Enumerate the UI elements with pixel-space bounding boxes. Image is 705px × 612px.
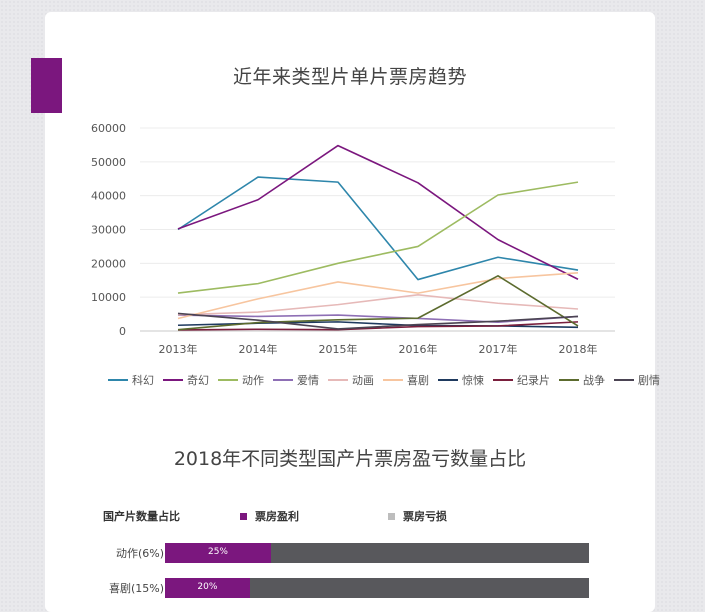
bar-legend-loss: 票房亏损 (388, 508, 447, 524)
series-line (177, 272, 579, 320)
profit-pct-label: 25% (207, 547, 228, 557)
chart-card (45, 12, 655, 612)
legend-item: 喜剧 (383, 372, 429, 388)
legend-item: 动画 (328, 372, 374, 388)
legend-swatch (614, 379, 634, 381)
series-line (177, 181, 579, 294)
line-chart-title: 近年来类型片单片票房趋势 (232, 66, 467, 88)
legend-label: 奇幻 (187, 374, 209, 387)
legend-item: 爱情 (273, 372, 319, 388)
loss-bar: 20% (165, 578, 589, 598)
series-line (177, 312, 579, 330)
y-tick-label: 50000 (91, 156, 126, 169)
y-tick-label: 40000 (91, 190, 126, 203)
profit-bar (165, 578, 250, 598)
y-tick-label: 10000 (91, 291, 126, 304)
legend-label: 纪录片 (517, 374, 550, 387)
profit-swatch (240, 512, 247, 520)
legend-item: 纪录片 (493, 372, 550, 388)
legend-label: 爱情 (297, 374, 319, 387)
bar-row: 喜剧(15%) 20% (100, 578, 600, 598)
series-line (177, 176, 579, 281)
series-line (177, 144, 579, 280)
legend-item: 惊悚 (438, 372, 484, 388)
x-tick-label: 2016年 (399, 342, 438, 356)
legend-swatch (108, 379, 128, 381)
bar-chart-title: 2018年不同类型国产片票房盈亏数量占比 (173, 448, 527, 470)
loss-swatch (388, 512, 395, 520)
legend-item: 奇幻 (163, 372, 209, 388)
legend-swatch (438, 379, 458, 381)
legend-item: 剧情 (614, 372, 660, 388)
legend-item: 动作 (218, 372, 264, 388)
series-line (177, 314, 579, 324)
series-line (177, 275, 579, 331)
legend-swatch (328, 379, 348, 381)
line-chart-legend: 科幻 奇幻 动作 爱情 动画 喜剧 惊悚 纪录片 战争 剧情 (108, 372, 660, 388)
loss-bar: 25% (165, 543, 589, 563)
legend-swatch (218, 379, 238, 381)
profit-bar (165, 543, 271, 563)
x-tick-label: 2013年 (159, 342, 198, 356)
bar-header-label: 国产片数量占比 (103, 510, 180, 523)
bar-legend-profit-label: 票房盈利 (255, 510, 299, 523)
bar-category-label: 喜剧(15%) (108, 582, 164, 595)
legend-label: 惊悚 (462, 374, 484, 387)
legend-label: 喜剧 (407, 374, 429, 387)
legend-swatch (273, 379, 293, 381)
series-line (177, 321, 579, 331)
legend-label: 战争 (583, 374, 605, 387)
x-tick-label: 2015年 (319, 342, 358, 356)
bar-legend-profit: 票房盈利 (240, 508, 299, 524)
y-tick-label: 30000 (91, 224, 126, 237)
accent-bar (31, 58, 62, 113)
legend-label: 动作 (242, 374, 264, 387)
x-tick-label: 2018年 (559, 342, 598, 356)
legend-swatch (493, 379, 513, 381)
y-tick-label: 60000 (91, 122, 126, 135)
bar-row: 动作(6%) 25% (100, 543, 600, 563)
legend-item: 科幻 (108, 372, 154, 388)
legend-swatch (163, 379, 183, 381)
legend-label: 动画 (352, 374, 374, 387)
x-tick-label: 2014年 (239, 342, 278, 356)
legend-label: 剧情 (638, 374, 660, 387)
x-tick-label: 2017年 (479, 342, 518, 356)
bar-category-label: 动作(6%) (115, 547, 164, 560)
profit-pct-label: 20% (197, 582, 218, 592)
bar-legend-loss-label: 票房亏损 (403, 510, 447, 523)
legend-swatch (559, 379, 579, 381)
y-tick-label: 20000 (91, 257, 126, 270)
y-tick-label: 0 (119, 325, 126, 338)
legend-swatch (383, 379, 403, 381)
legend-item: 战争 (559, 372, 605, 388)
legend-label: 科幻 (132, 374, 154, 387)
series-line (177, 293, 579, 316)
